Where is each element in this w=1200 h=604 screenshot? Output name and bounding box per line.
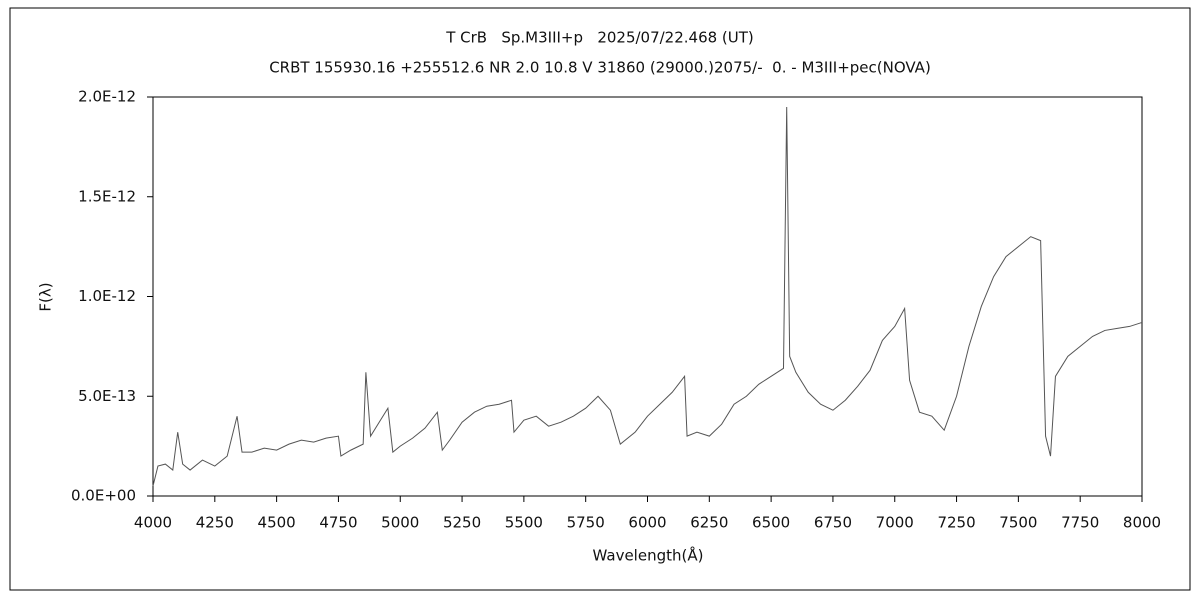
- y-tick-label: 5.0E-13: [78, 387, 136, 405]
- x-tick-label: 5750: [567, 514, 605, 532]
- x-tick-label: 4750: [319, 514, 357, 532]
- x-tick-label: 5000: [381, 514, 419, 532]
- x-tick-label: 5250: [443, 514, 481, 532]
- x-tick-label: 8000: [1123, 514, 1161, 532]
- x-tick-label: 5500: [505, 514, 543, 532]
- x-tick-label: 7000: [876, 514, 914, 532]
- x-tick-label: 7750: [1061, 514, 1099, 532]
- y-tick-label: 0.0E+00: [71, 487, 136, 505]
- x-tick-label: 4500: [258, 514, 296, 532]
- y-tick-label: 1.5E-12: [78, 187, 136, 205]
- chart-title: T CrB Sp.M3III+p 2025/07/22.468 (UT): [445, 29, 754, 47]
- spectrum-line: [152, 106, 1143, 487]
- chart-subtitle: CRBT 155930.16 +255512.6 NR 2.0 10.8 V 3…: [269, 59, 931, 77]
- y-axis-label: F(λ): [37, 282, 55, 311]
- x-tick-label: 7500: [999, 514, 1037, 532]
- x-tick-label: 4250: [196, 514, 234, 532]
- x-tick-label: 6250: [690, 514, 728, 532]
- x-axis-label: Wavelength(Å): [593, 546, 704, 565]
- outer-border: [9, 7, 1191, 591]
- x-tick-label: 7250: [937, 514, 975, 532]
- x-tick-label: 6000: [628, 514, 666, 532]
- x-tick-label: 4000: [134, 514, 172, 532]
- y-tick-label: 1.0E-12: [78, 287, 136, 305]
- plot-frame: [152, 96, 1143, 497]
- y-tick-label: 2.0E-12: [78, 88, 136, 106]
- x-tick-label: 6750: [814, 514, 852, 532]
- x-tick-label: 6500: [752, 514, 790, 532]
